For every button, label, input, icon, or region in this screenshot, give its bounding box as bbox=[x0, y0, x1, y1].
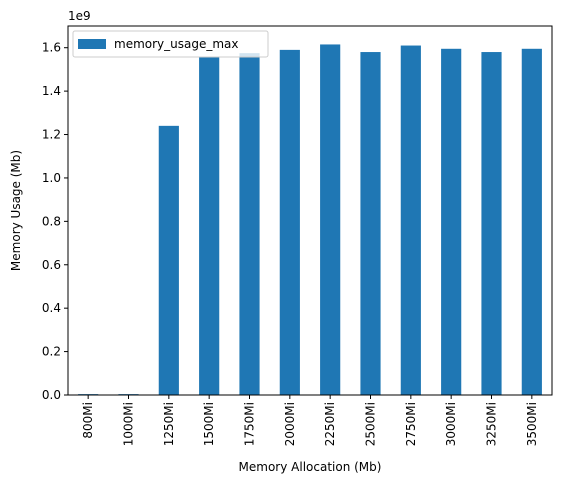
x-tick-label: 2750Mi bbox=[404, 402, 418, 446]
x-tick-label: 3500Mi bbox=[525, 402, 539, 446]
y-tick-label: 0.0 bbox=[42, 388, 61, 402]
y-tick-label: 1.2 bbox=[42, 128, 61, 142]
x-tick-label: 3000Mi bbox=[444, 402, 458, 446]
y-tick-label: 0.6 bbox=[42, 258, 61, 272]
x-tick-label: 2250Mi bbox=[323, 402, 337, 446]
plot-frame bbox=[67, 25, 553, 396]
y-axis-ticks: 0.0 0.2 0.4 0.6 0.8 1.0 1.2 1.4 1.6 bbox=[42, 41, 68, 402]
bar-1250Mi bbox=[158, 125, 179, 396]
x-tick-label: 1500Mi bbox=[202, 402, 216, 446]
legend-box bbox=[72, 30, 269, 58]
legend-label: memory_usage_max bbox=[114, 37, 239, 51]
y-tick-label: 0.2 bbox=[42, 345, 61, 359]
x-tick-label: 2000Mi bbox=[283, 402, 297, 446]
bar-2250Mi bbox=[320, 44, 341, 395]
legend-swatch bbox=[78, 39, 106, 49]
bar-2750Mi bbox=[400, 45, 421, 396]
x-tick-label: 2500Mi bbox=[364, 402, 378, 446]
x-tick-label: 1250Mi bbox=[162, 402, 176, 446]
bar-1750Mi bbox=[239, 53, 260, 395]
y-axis-label: Memory Usage (Mb) bbox=[9, 150, 23, 271]
bar-2500Mi bbox=[360, 52, 381, 395]
bars-group bbox=[78, 44, 542, 396]
x-axis-ticks: 800Mi 1000Mi 1250Mi 1500Mi 1750Mi 2000Mi 2250M… bbox=[81, 395, 539, 446]
y-tick-label: 1.0 bbox=[42, 171, 61, 185]
x-tick-label: 1000Mi bbox=[122, 402, 136, 446]
bar-2000Mi bbox=[279, 49, 300, 396]
y-tick-label: 1.4 bbox=[42, 84, 61, 98]
legend: memory_usage_max bbox=[72, 30, 269, 58]
x-tick-label: 3250Mi bbox=[485, 402, 499, 446]
y-tick-label: 0.8 bbox=[42, 214, 61, 228]
y-offset-label: 1e9 bbox=[68, 9, 91, 23]
bar-3500Mi bbox=[521, 48, 542, 396]
y-tick-label: 0.4 bbox=[42, 301, 61, 315]
x-axis-label: Memory Allocation (Mb) bbox=[239, 460, 382, 474]
bar-3000Mi bbox=[441, 48, 462, 396]
bar-1500Mi bbox=[199, 57, 220, 395]
y-tick-label: 1.6 bbox=[42, 41, 61, 55]
bar-3250Mi bbox=[481, 52, 502, 395]
x-tick-label: 1750Mi bbox=[243, 402, 257, 446]
x-tick-label: 800Mi bbox=[81, 402, 95, 439]
